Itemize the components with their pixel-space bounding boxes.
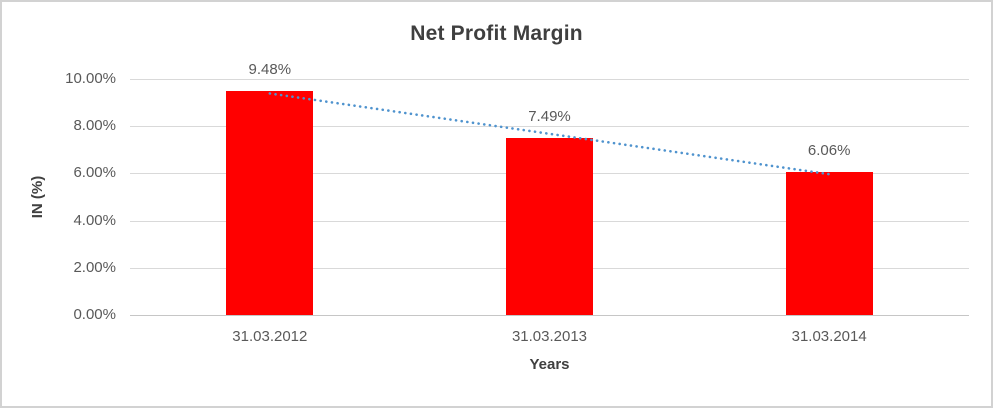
x-tick-label: 31.03.2014 [791, 328, 867, 345]
bar-31.03.2012 [226, 91, 314, 315]
y-tick-label: 8.00% [73, 117, 116, 135]
y-axis-title: IN (%) [29, 175, 46, 219]
x-tick-label: 31.03.2012 [232, 328, 308, 345]
data-label: 6.06% [807, 141, 851, 159]
y-tick-label: 10.00% [65, 70, 116, 87]
bar-31.03.2014 [785, 171, 873, 315]
data-label: 7.49% [528, 108, 571, 126]
data-label: 9.48% [248, 61, 292, 79]
bar-31.03.2013 [506, 138, 593, 315]
y-tick-label: 2.00% [73, 258, 116, 276]
y-tick-label: 6.00% [73, 164, 116, 182]
x-tick-label: 31.03.2013 [511, 328, 588, 345]
gridline [130, 315, 969, 316]
chart-title: Net Profit Margin [410, 22, 583, 45]
plot-area: 9.48% 7.49% 6.06% [130, 61, 969, 316]
y-tick-label: 0.00% [73, 306, 116, 323]
gridline [130, 79, 969, 80]
y-tick-label: 4.00% [73, 211, 116, 229]
x-axis-title: Years [529, 356, 570, 373]
